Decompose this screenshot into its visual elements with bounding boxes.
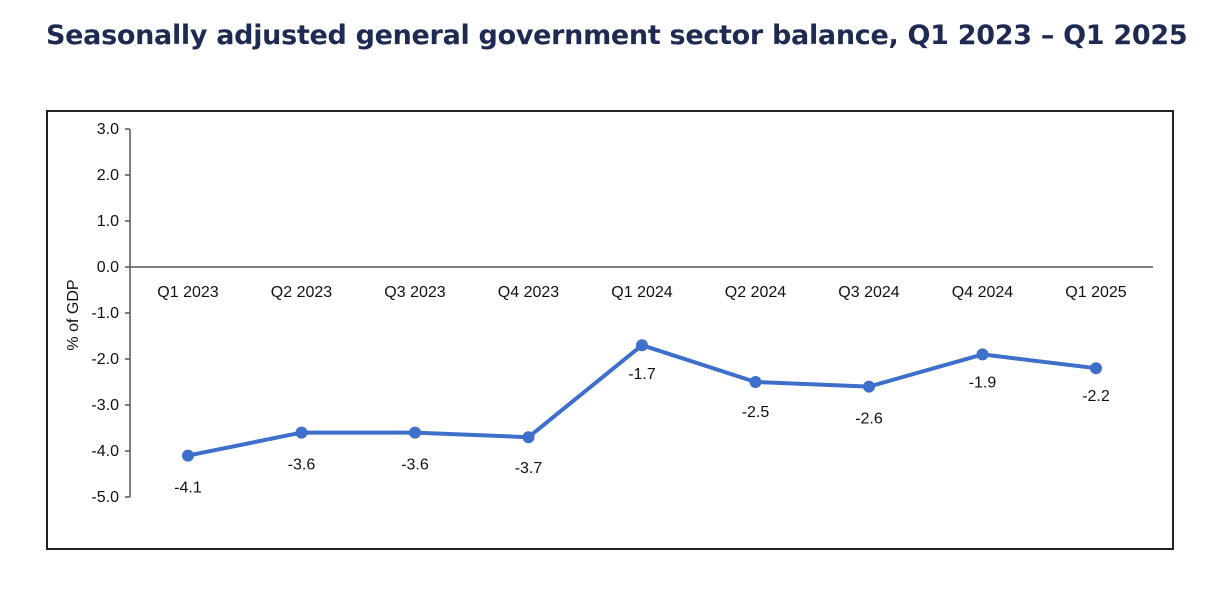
x-category-label: Q3 2023 <box>384 284 445 301</box>
x-category-label: Q4 2023 <box>498 284 559 301</box>
data-point <box>522 431 535 444</box>
x-category-label: Q1 2025 <box>1065 284 1126 301</box>
x-category-label: Q2 2024 <box>725 284 786 301</box>
x-category-label: Q3 2024 <box>838 284 899 301</box>
x-category-label: Q2 2023 <box>271 284 332 301</box>
y-tick-label: 2.0 <box>97 167 119 184</box>
y-tick-label: -4.0 <box>91 443 119 460</box>
data-point <box>636 339 648 352</box>
x-category-label: Q4 2024 <box>952 284 1013 301</box>
data-point <box>409 426 421 439</box>
data-label: -4.1 <box>174 480 202 497</box>
y-tick-label: -2.0 <box>91 351 119 368</box>
y-tick-label: 1.0 <box>97 213 119 230</box>
series-line <box>186 343 1098 458</box>
data-point <box>863 380 875 393</box>
data-label: -2.6 <box>855 411 883 428</box>
data-point <box>182 449 194 462</box>
data-label: -1.7 <box>628 366 656 383</box>
data-label: -1.9 <box>969 374 997 391</box>
y-tick-label: 3.0 <box>97 121 119 138</box>
y-tick-label: -3.0 <box>91 397 119 414</box>
data-point <box>976 348 989 361</box>
data-label: -2.2 <box>1082 388 1110 405</box>
chart-title: Seasonally adjusted general government s… <box>46 20 1188 51</box>
data-label: -2.5 <box>742 404 770 421</box>
data-point <box>1090 362 1102 375</box>
data-point <box>749 376 762 388</box>
y-tick-label: -5.0 <box>91 489 119 506</box>
data-label: -3.6 <box>288 457 316 474</box>
data-point <box>295 426 308 439</box>
y-tick-label: 0.0 <box>97 259 119 276</box>
data-label: -3.7 <box>515 460 543 477</box>
y-axis-title: % of GDP <box>65 279 82 350</box>
y-tick-label: -1.0 <box>91 305 119 322</box>
x-category-label: Q1 2024 <box>611 284 672 301</box>
data-label: -3.6 <box>401 457 429 474</box>
chart-frame <box>46 110 1174 550</box>
x-category-label: Q1 2023 <box>157 284 218 301</box>
